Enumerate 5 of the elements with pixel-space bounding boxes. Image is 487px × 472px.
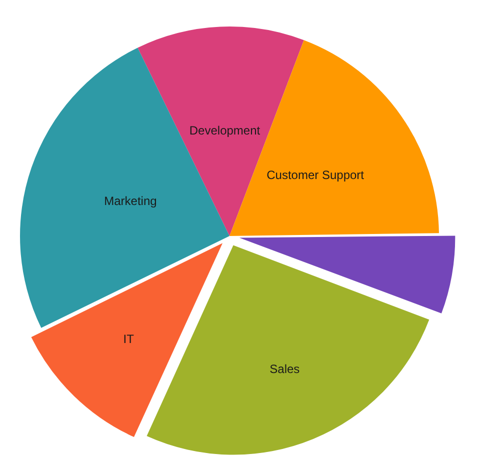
slice-label: Sales <box>270 362 300 376</box>
slice-label: Marketing <box>104 194 157 208</box>
slice-label: IT <box>123 332 135 346</box>
slice-label: Customer Support <box>266 168 365 182</box>
slice-label: Development <box>189 124 261 138</box>
